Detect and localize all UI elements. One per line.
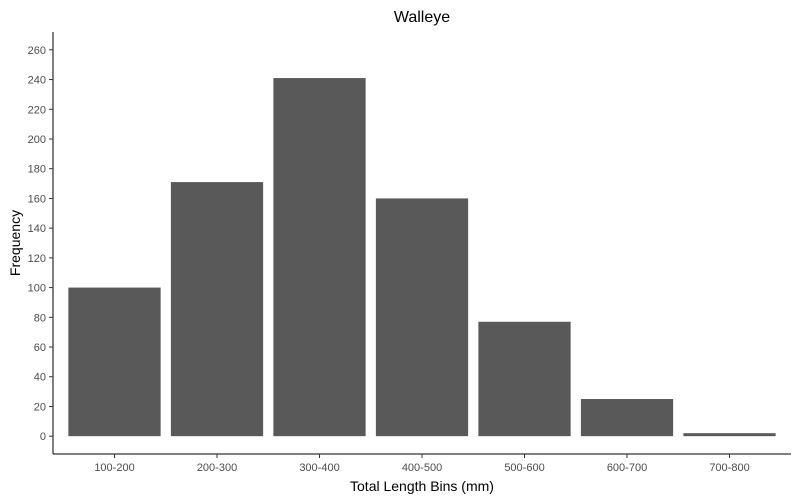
y-tick-label: 80 — [34, 312, 46, 324]
x-tick-label: 200-300 — [197, 462, 237, 474]
y-tick-label: 60 — [34, 342, 46, 354]
x-ticks-group: 100-200 200-300 300-400 400-500 500-600 600-7… — [94, 454, 750, 474]
y-tick-label: 180 — [28, 164, 46, 176]
y-tick-label: 240 — [28, 75, 46, 87]
y-tick-label: 40 — [34, 372, 46, 384]
x-tick-label: 700-800 — [709, 462, 749, 474]
bar-100-200 — [68, 287, 161, 437]
bar-400-500 — [375, 198, 469, 437]
y-tick-label: 120 — [28, 253, 46, 265]
x-tick-label: 300-400 — [299, 462, 339, 474]
y-ticks-group: 0 20 40 60 80 100 120 140 160 180 200 220 240 260 — [28, 45, 53, 443]
x-tick-label: 400-500 — [402, 462, 442, 474]
bar-200-300 — [170, 182, 264, 437]
y-tick-label: 0 — [40, 431, 46, 443]
bar-300-400 — [273, 78, 366, 437]
bar-600-700 — [580, 399, 674, 437]
bar-500-600 — [478, 321, 571, 437]
y-tick-label: 160 — [28, 193, 46, 205]
x-tick-label: 500-600 — [504, 462, 544, 474]
y-tick-label: 100 — [28, 283, 46, 295]
y-tick-label: 20 — [34, 401, 46, 413]
y-tick-label: 140 — [28, 223, 46, 235]
x-axis-title: Total Length Bins (mm) — [350, 478, 494, 494]
chart-title: Walleye — [394, 9, 450, 26]
y-axis-title: Frequency — [7, 210, 23, 276]
x-tick-label: 600-700 — [607, 462, 647, 474]
x-tick-label: 100-200 — [94, 462, 134, 474]
y-tick-label: 260 — [28, 45, 46, 57]
y-tick-label: 220 — [28, 104, 46, 116]
bar-700-800 — [683, 433, 776, 437]
bars-group — [68, 78, 776, 437]
y-tick-label: 200 — [28, 134, 46, 146]
